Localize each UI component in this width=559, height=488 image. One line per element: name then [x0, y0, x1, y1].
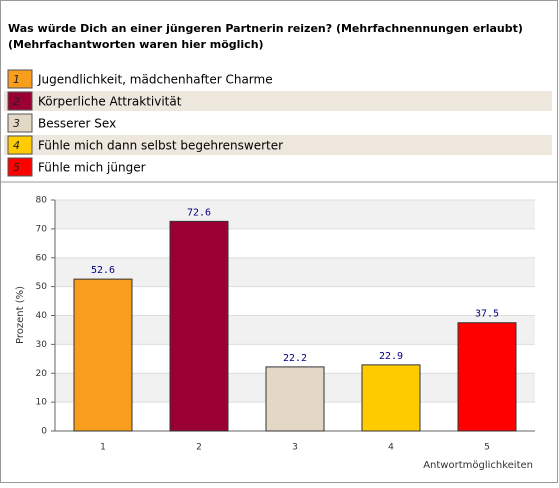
bar	[73, 278, 133, 432]
legend-number: 3	[13, 117, 20, 130]
bar	[457, 322, 517, 432]
y-tick-label: 50	[36, 282, 48, 292]
y-tick-label: 10	[36, 398, 48, 408]
y-tick-label: 0	[41, 427, 47, 437]
legend-swatch	[7, 157, 33, 177]
y-tick-label: 80	[36, 196, 48, 206]
legend-number: 4	[13, 139, 20, 152]
chart-subtitle: (Mehrfachantworten waren hier möglich)	[8, 38, 264, 51]
value-label: 22.2	[283, 353, 307, 364]
legend-swatch	[7, 113, 33, 133]
chart-title: Was würde Dich an einer jüngeren Partner…	[8, 22, 523, 35]
x-tick-label: 2	[196, 443, 202, 453]
y-tick-label: 40	[36, 311, 48, 321]
legend-number: 2	[13, 95, 20, 108]
value-label: 72.6	[187, 207, 211, 218]
x-tick-label: 1	[100, 443, 106, 453]
x-axis-label: Antwortmöglichkeiten	[423, 460, 533, 471]
legend-number: 5	[13, 161, 20, 174]
legend-swatch	[7, 69, 33, 89]
legend-label: Besserer Sex	[38, 117, 116, 131]
y-tick-label: 60	[36, 253, 48, 263]
y-tick-label: 70	[36, 224, 48, 234]
legend-label: Körperliche Attraktivität	[38, 95, 182, 109]
legend-row	[4, 69, 552, 89]
grid-band	[55, 257, 535, 287]
grid-band	[55, 200, 535, 229]
value-label: 52.6	[91, 265, 115, 276]
value-label: 22.9	[379, 351, 403, 362]
bar	[169, 220, 229, 432]
legend-label: Fühle mich jünger	[38, 161, 146, 175]
legend-row	[4, 91, 552, 111]
y-tick-label: 20	[36, 369, 48, 379]
legend-label: Fühle mich dann selbst begehrenswerter	[38, 139, 283, 153]
grid-band	[55, 315, 535, 345]
legend-row	[4, 113, 552, 133]
x-tick-label: 5	[484, 443, 490, 453]
legend-label: Jugendlichkeit, mädchenhafter Charme	[37, 73, 273, 87]
y-axis-label: Prozent (%)	[15, 286, 26, 344]
x-tick-label: 3	[292, 443, 298, 453]
y-tick-label: 30	[36, 340, 48, 350]
legend-row	[4, 135, 552, 155]
x-tick-label: 4	[388, 443, 394, 453]
legend-swatch	[7, 135, 33, 155]
value-label: 37.5	[475, 309, 499, 320]
legend-number: 1	[13, 73, 20, 86]
legend-swatch	[7, 91, 33, 111]
legend-row	[4, 157, 552, 177]
bar	[361, 364, 421, 432]
bar	[265, 366, 325, 432]
